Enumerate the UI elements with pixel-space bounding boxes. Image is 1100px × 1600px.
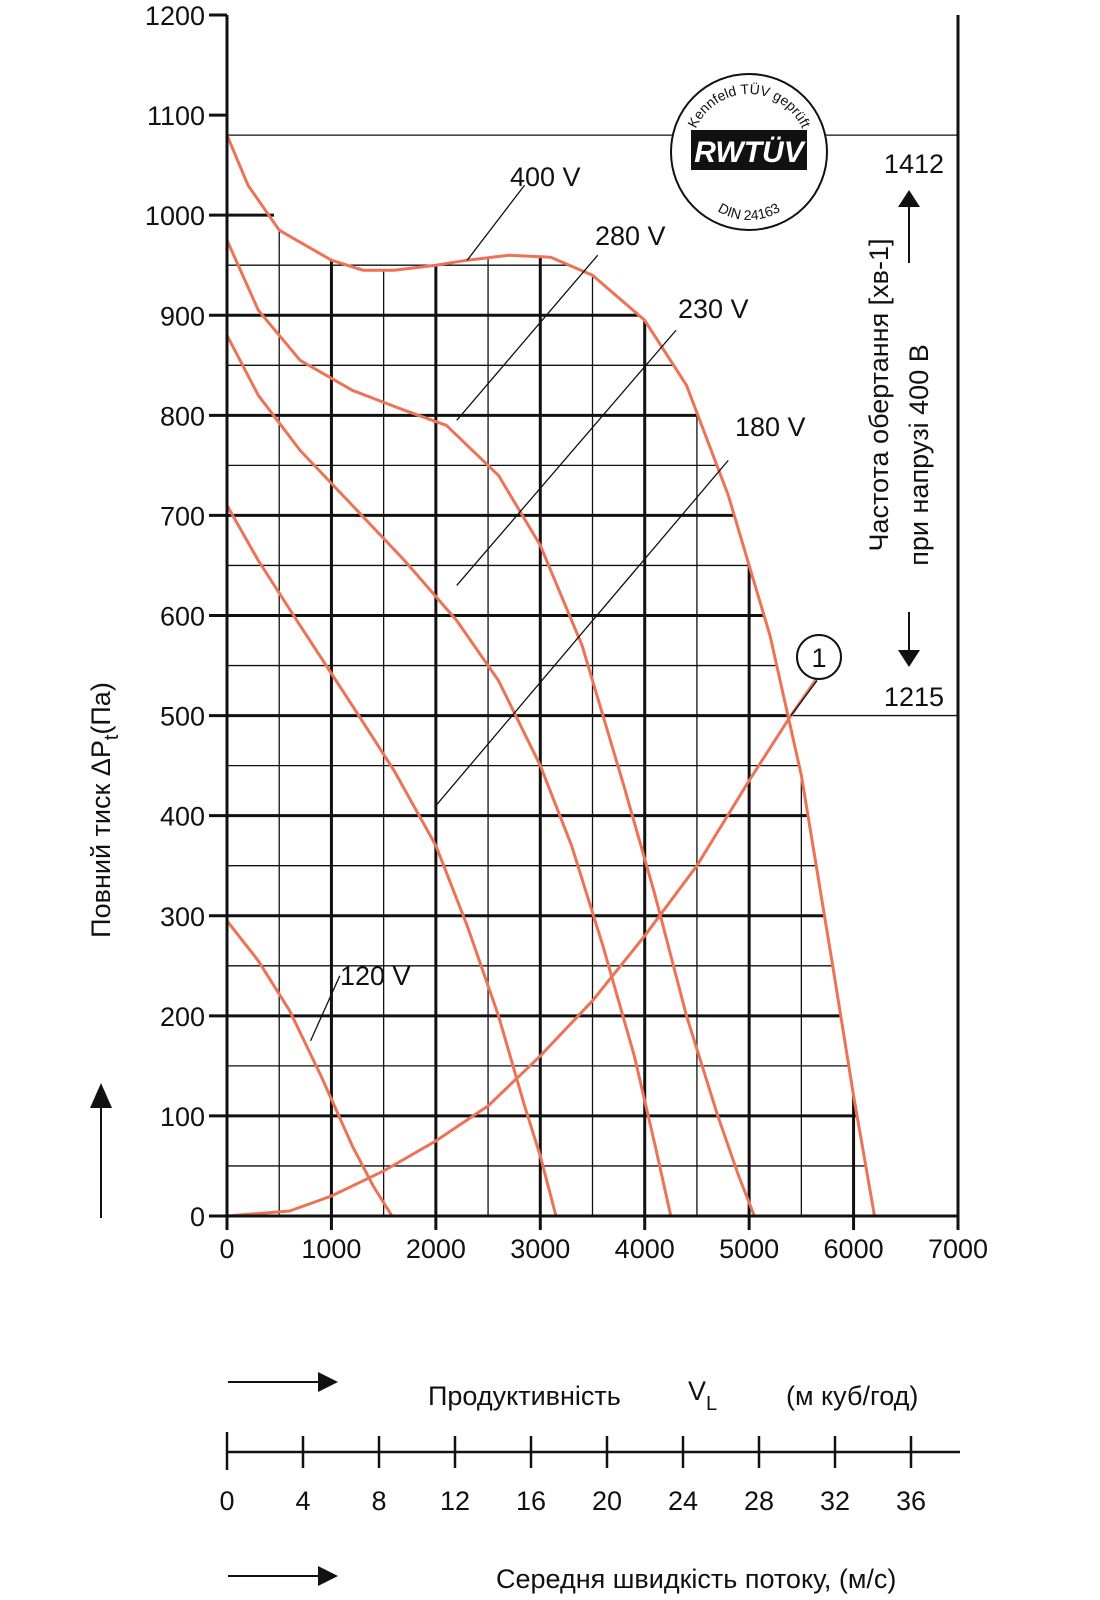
y-axis-label: Повний тиск ΔPt(Па) [86, 682, 123, 938]
y-tick-label: 0 [190, 1202, 205, 1232]
velocity-tick-label: 4 [295, 1486, 310, 1516]
y-tick-label: 200 [160, 1002, 205, 1032]
flow-arrow-icon [228, 1372, 338, 1392]
y-axis-arrow [90, 1083, 112, 1218]
leader-line [466, 184, 526, 261]
y-tick-label: 700 [160, 501, 205, 531]
speed-value-bottom: 1215 [884, 682, 944, 712]
y-tick-label: 1000 [145, 201, 205, 231]
series-line-5 [225, 919, 394, 1218]
velocity-tick-label: 36 [896, 1486, 926, 1516]
series-label: 1 [811, 643, 826, 673]
rwtuv-seal-logo: Kennfeld TÜV geprüft RWTÜV DIN 24163 [670, 73, 828, 231]
reference-lines [227, 134, 958, 717]
speed-value-top: 1412 [884, 149, 944, 179]
series-line-3 [225, 333, 673, 1218]
velocity-scale: 0 4 8 12 16 20 24 28 32 36 [219, 1432, 960, 1516]
y-tick-label: 400 [160, 802, 205, 832]
series-line-1 [225, 133, 876, 1218]
y-tick-label: 300 [160, 902, 205, 932]
velocity-axis-label: Середня швидкість потоку, (м/с) [496, 1564, 896, 1594]
series-label: 400 V [510, 162, 581, 192]
x-tick-label: 0 [219, 1234, 234, 1264]
velocity-tick-label: 12 [440, 1486, 470, 1516]
characteristic-curves [225, 133, 876, 1218]
arrow-down-icon [898, 612, 920, 667]
series-line-2 [225, 238, 756, 1218]
leader-line [456, 329, 677, 586]
series-label: 120 V [340, 961, 411, 991]
x-tick-label: 1000 [301, 1234, 361, 1264]
x-tick-label: 6000 [824, 1234, 884, 1264]
velocity-tick-label: 16 [516, 1486, 546, 1516]
leader-line [309, 975, 341, 1042]
velocity-tick-label: 8 [371, 1486, 386, 1516]
velocity-tick-label: 24 [668, 1486, 698, 1516]
right-axis-label-1: Частота обертання [хв-1] [864, 238, 894, 551]
y-tick-label: 1200 [145, 1, 205, 31]
velocity-tick-label: 20 [592, 1486, 622, 1516]
x-axis-symbol: VL [688, 1376, 717, 1415]
leader-line [790, 680, 818, 716]
x-tick-label: 2000 [406, 1234, 466, 1264]
series-label: 180 V [735, 412, 806, 442]
x-axis-label: Продуктивність [428, 1381, 621, 1411]
svg-text:RWTÜV: RWTÜV [694, 136, 806, 169]
x-tick-label: 7000 [928, 1234, 988, 1264]
x-tick-label: 3000 [510, 1234, 570, 1264]
series-line-4 [225, 503, 558, 1218]
x-tick-label: 5000 [719, 1234, 779, 1264]
velocity-tick-label: 32 [820, 1486, 850, 1516]
right-axis-label-2: при напрузі 400 В [904, 344, 934, 565]
arrow-up-icon [898, 190, 920, 263]
x-axis-unit: (м куб/год) [786, 1381, 918, 1411]
y-tick-label: 500 [160, 702, 205, 732]
y-tick-label: 600 [160, 602, 205, 632]
series-label: 280 V [595, 221, 666, 251]
chart-axes: 0100200300400500600700800900100011001200… [145, 1, 988, 1264]
velocity-tick-label: 28 [744, 1486, 774, 1516]
leader-line [435, 459, 729, 807]
curve-label-leaders: 400 V 280 V 230 V 180 V 120 V 1 [309, 162, 842, 1042]
system-curve-marker [796, 634, 842, 680]
series-label: 230 V [678, 294, 749, 324]
y-tick-label: 900 [160, 301, 205, 331]
velocity-tick-label: 0 [219, 1486, 234, 1516]
chart-grid [227, 213, 866, 1216]
y-tick-label: 1100 [147, 101, 205, 131]
leader-line [456, 254, 599, 421]
velocity-arrow-icon [228, 1566, 338, 1586]
series-line-6 [225, 654, 835, 1218]
svg-text:DIN 24163: DIN 24163 [716, 199, 783, 223]
x-tick-label: 4000 [615, 1234, 675, 1264]
y-tick-label: 800 [160, 401, 205, 431]
y-tick-label: 100 [160, 1102, 205, 1132]
